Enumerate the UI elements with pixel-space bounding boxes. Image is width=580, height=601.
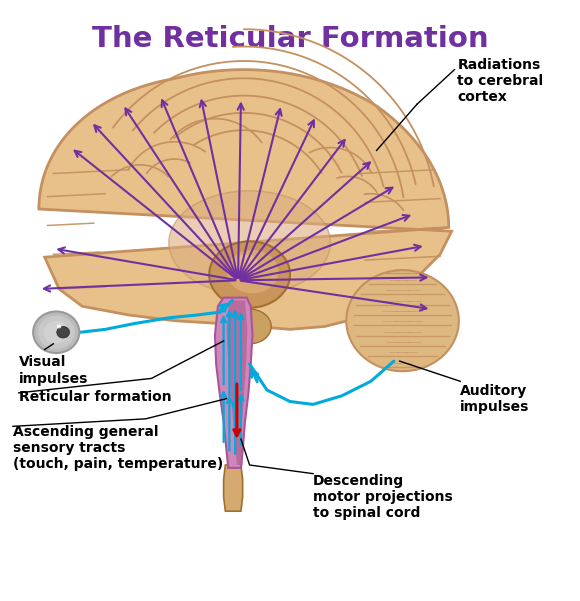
Ellipse shape — [228, 309, 271, 344]
Ellipse shape — [44, 321, 69, 344]
Text: Descending
motor projections
to spinal cord: Descending motor projections to spinal c… — [313, 474, 453, 520]
Ellipse shape — [169, 191, 331, 294]
Ellipse shape — [209, 242, 290, 308]
Text: Ascending general
sensory tracts
(touch, pain, temperature): Ascending general sensory tracts (touch,… — [13, 424, 223, 471]
Ellipse shape — [57, 325, 61, 329]
Ellipse shape — [346, 270, 459, 371]
Ellipse shape — [57, 326, 70, 338]
Ellipse shape — [227, 250, 278, 293]
Polygon shape — [224, 465, 242, 511]
Text: Visual
impulses: Visual impulses — [19, 355, 88, 385]
Text: Radiations
to cerebral
cortex: Radiations to cerebral cortex — [458, 58, 543, 105]
Text: Auditory
impulses: Auditory impulses — [461, 384, 530, 415]
Ellipse shape — [33, 311, 79, 353]
Text: Reticular formation: Reticular formation — [19, 390, 171, 404]
Polygon shape — [227, 300, 247, 465]
Ellipse shape — [235, 254, 258, 272]
Text: The Reticular Formation: The Reticular Formation — [92, 25, 488, 53]
Ellipse shape — [38, 316, 75, 349]
Polygon shape — [39, 70, 452, 329]
Polygon shape — [215, 297, 252, 468]
